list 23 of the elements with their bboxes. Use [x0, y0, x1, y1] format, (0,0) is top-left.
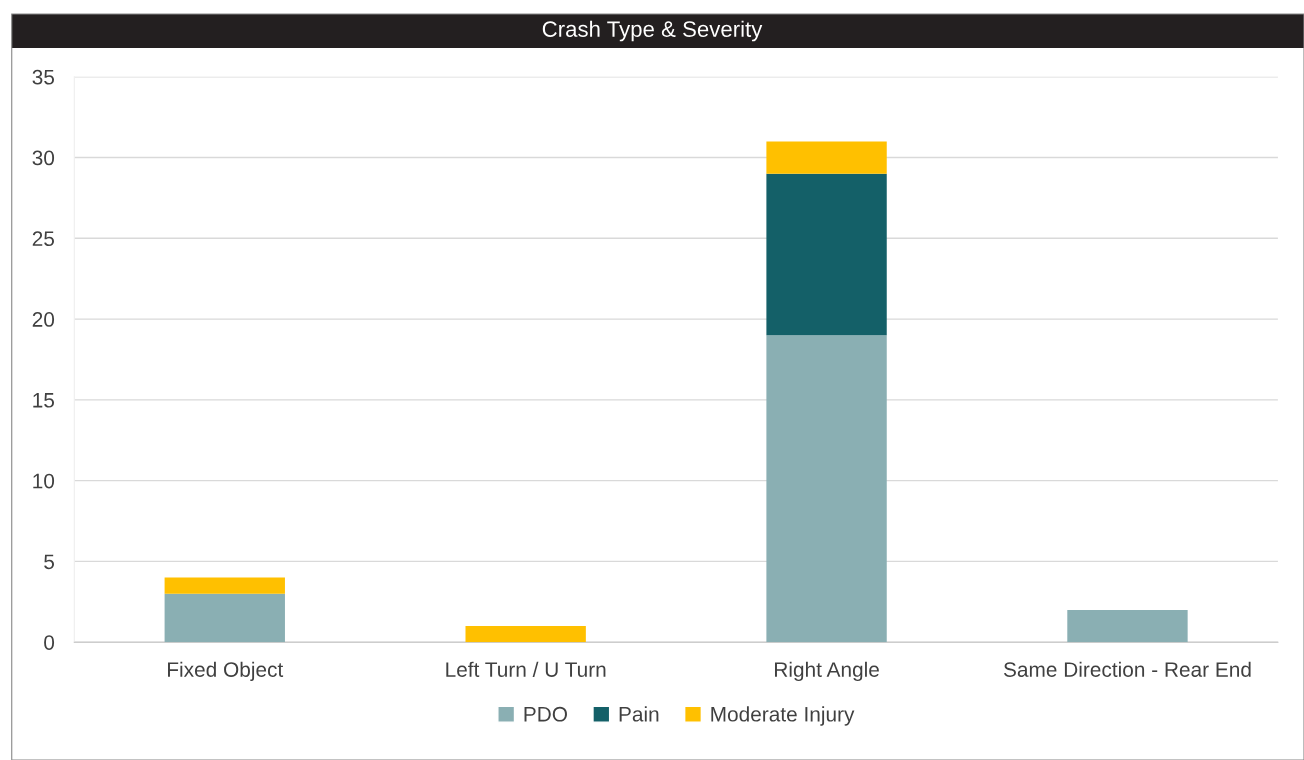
y-tick-label: 0: [44, 635, 55, 650]
bar: [766, 335, 887, 643]
x-tick-label: Right Angle: [775, 661, 879, 682]
y-tick-label: 10: [33, 473, 55, 489]
bar: [766, 141, 887, 174]
x-tick-label: Same Direction - Rear End: [1003, 661, 1251, 677]
y-tick-label: 20: [32, 312, 55, 327]
bar: [766, 173, 887, 336]
y-tick-label: 25: [32, 231, 55, 247]
legend-label: PDO: [524, 706, 567, 722]
legend-label: Pain: [619, 706, 659, 722]
bar: [164, 577, 285, 594]
x-tick-label: Left Turn / U Turn: [446, 661, 606, 677]
y-tick-label: 30: [32, 150, 55, 166]
bar: [465, 626, 586, 643]
bar: [1067, 609, 1188, 643]
legend-label: Moderate Injury: [711, 706, 855, 726]
bar: [164, 593, 285, 643]
x-tick-label: Fixed Object: [168, 661, 284, 682]
chart-title: Crash Type & Severity: [542, 20, 763, 42]
y-tick-label: 35: [32, 69, 55, 85]
y-tick-label: 5: [44, 554, 55, 570]
y-tick-label: 15: [33, 393, 55, 408]
